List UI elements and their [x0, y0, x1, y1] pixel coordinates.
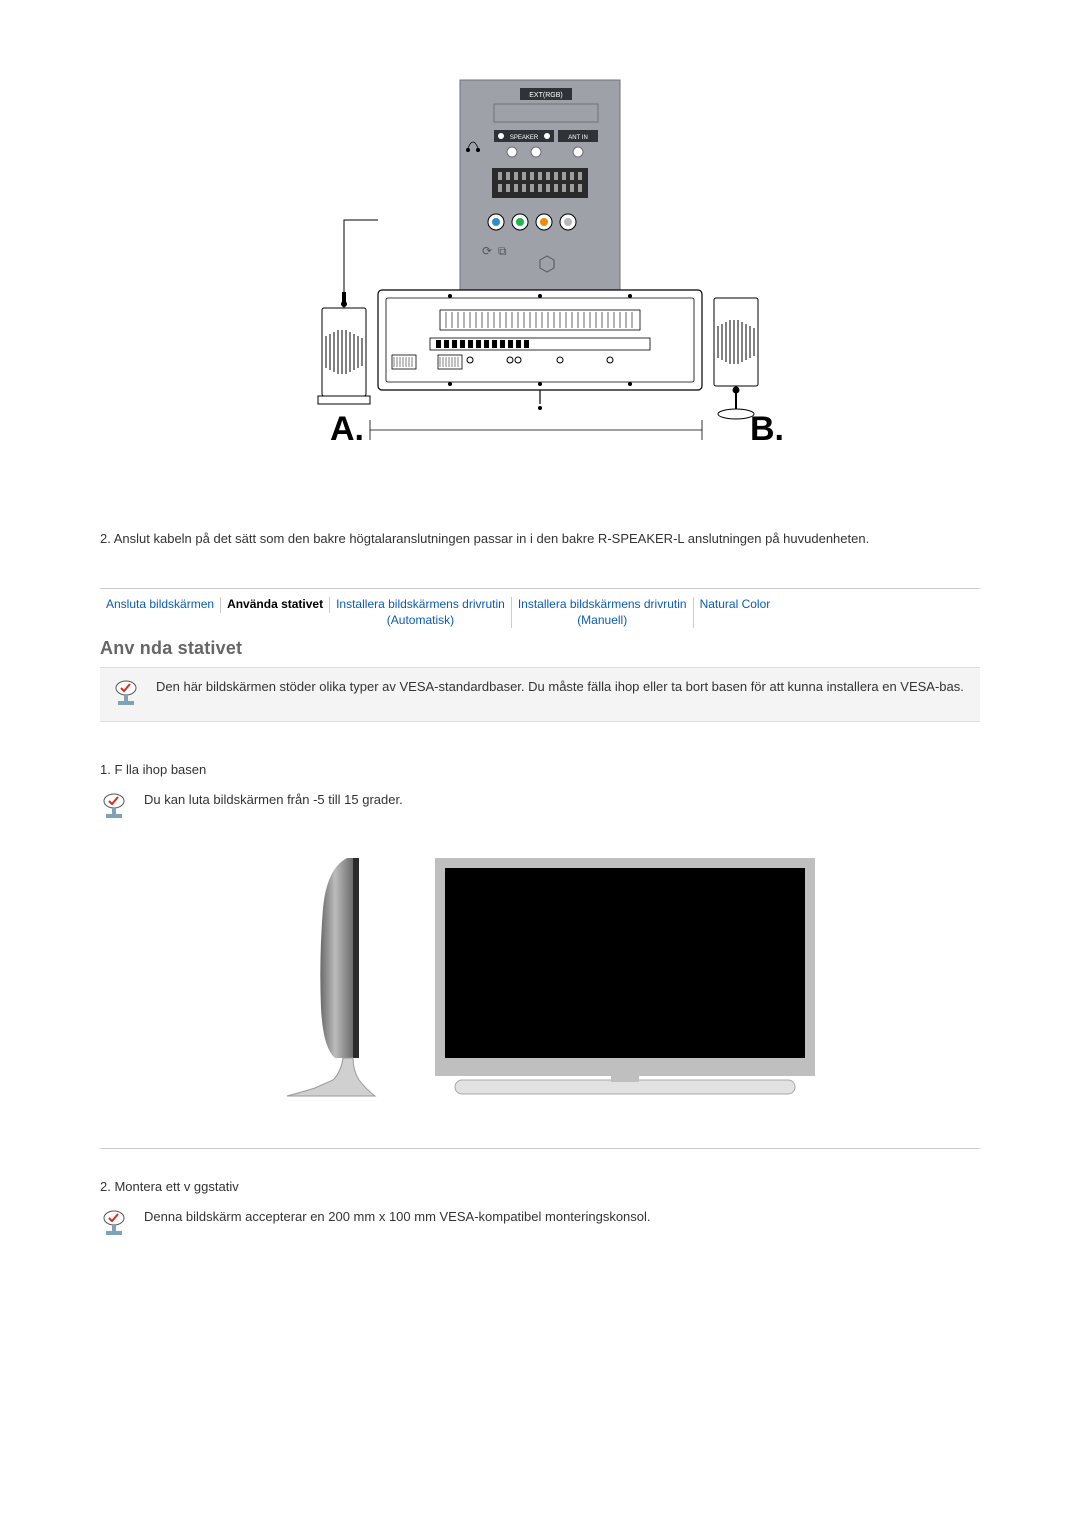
tab-install-driver-auto-line2: (Automatisk) [336, 613, 505, 629]
note-vesa: Den här bildskärmen stöder olika typer a… [100, 667, 980, 722]
label-speaker: SPEAKER [510, 135, 539, 141]
note-vesa-text: Den här bildskärmen stöder olika typer a… [156, 678, 964, 696]
divider-top [100, 588, 980, 589]
subheading-fold-base: 1. F lla ihop basen [100, 762, 980, 777]
divider-bottom [100, 1148, 980, 1149]
checklist-icon [100, 1208, 130, 1241]
label-b: B. [750, 410, 784, 448]
checklist-icon [100, 791, 130, 824]
svg-text:⧉: ⧉ [498, 244, 507, 258]
svg-text:⟳: ⟳ [482, 244, 492, 258]
rear-panel-illustration: EXT(RGB) SPEAKER ANT IN ⟳ ⧉ [260, 60, 820, 500]
section-title-stand: Anv nda stativet [100, 638, 980, 659]
paragraph-cable-instruction: 2. Anslut kabeln på det sätt som den bak… [100, 530, 980, 548]
note-tilt-text: Du kan luta bildskärmen från -5 till 15 … [144, 791, 403, 809]
tab-natural-color[interactable]: Natural Color [694, 597, 777, 613]
monitor-side-view [255, 848, 405, 1108]
tab-install-driver-auto[interactable]: Installera bildskärmens drivrutin (Autom… [330, 597, 512, 628]
checklist-icon [112, 678, 142, 711]
tab-install-driver-manual[interactable]: Installera bildskärmens drivrutin (Manue… [512, 597, 694, 628]
figure-rear-panel: EXT(RGB) SPEAKER ANT IN ⟳ ⧉ [100, 60, 980, 500]
tab-use-stand[interactable]: Använda stativet [221, 597, 330, 613]
tab-navigation: Ansluta bildskärmen Använda stativet Ins… [100, 597, 980, 628]
figure-monitor-views [100, 848, 980, 1108]
label-ext-rgb: EXT(RGB) [529, 92, 562, 99]
tab-install-driver-manual-line2: (Manuell) [518, 613, 687, 629]
tab-connect-monitor[interactable]: Ansluta bildskärmen [100, 597, 221, 613]
label-antin: ANT IN [568, 135, 588, 141]
tab-install-driver-auto-line1: Installera bildskärmens drivrutin [336, 597, 505, 611]
subheading-wall-mount: 2. Montera ett v ggstativ [100, 1179, 980, 1194]
monitor-front-view [425, 848, 825, 1108]
label-a: A. [330, 410, 364, 448]
note-tilt: Du kan luta bildskärmen från -5 till 15 … [100, 787, 980, 828]
tab-install-driver-manual-line1: Installera bildskärmens drivrutin [518, 597, 687, 611]
note-wall-mount: Denna bildskärm accepterar en 200 mm x 1… [100, 1204, 980, 1245]
note-wall-mount-text: Denna bildskärm accepterar en 200 mm x 1… [144, 1208, 651, 1226]
